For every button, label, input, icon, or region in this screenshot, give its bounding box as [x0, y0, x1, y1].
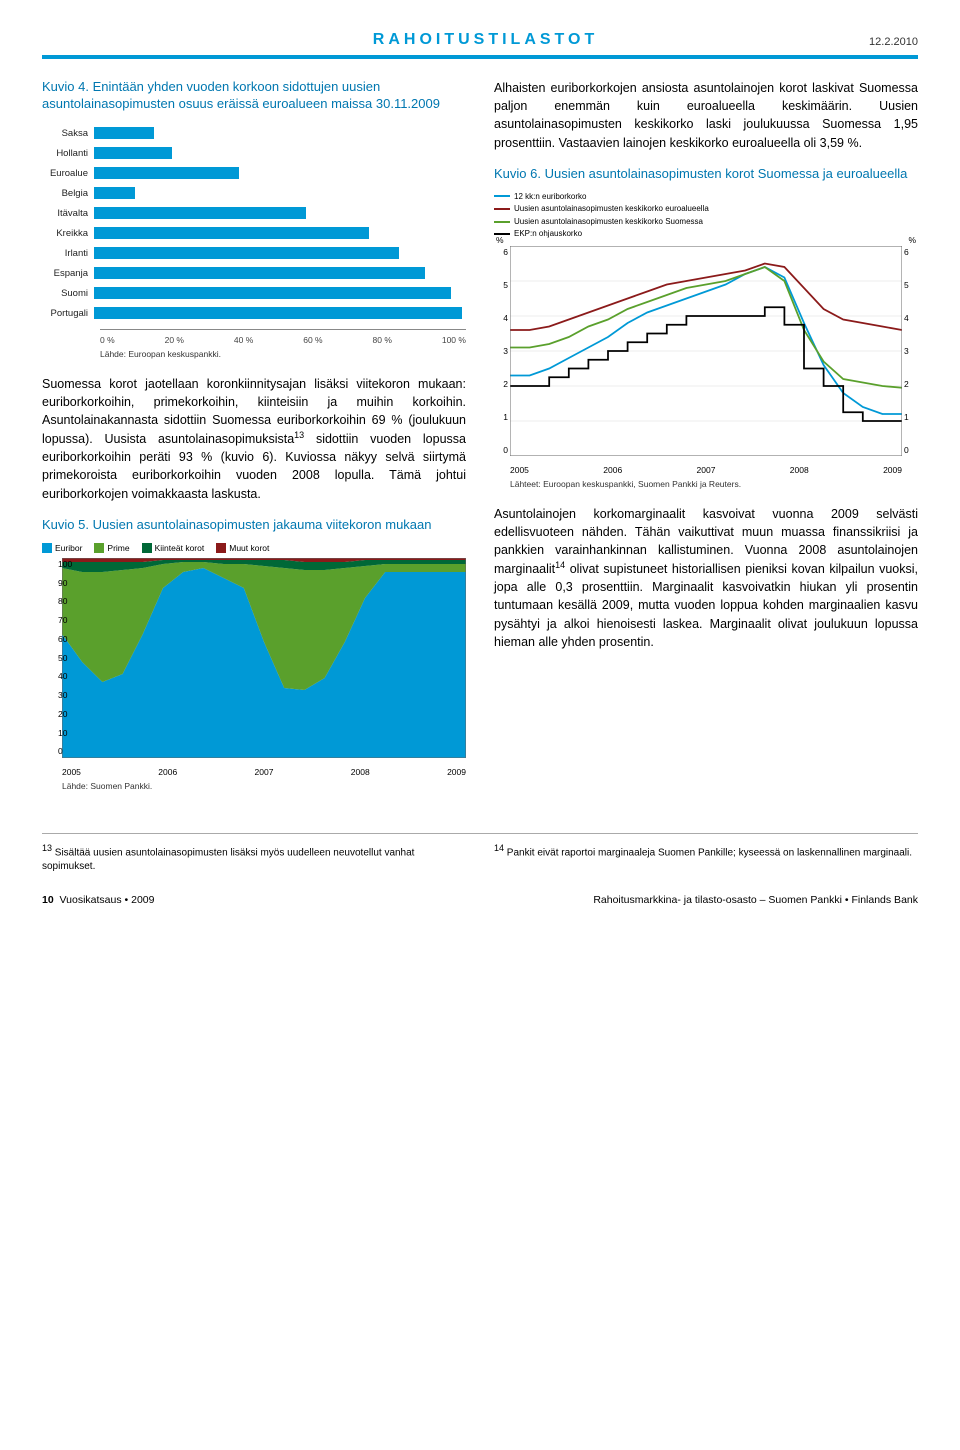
- legend-item: Uusien asuntolainasopimusten keskikorko …: [494, 216, 918, 228]
- hbar-row: Kreikka: [42, 225, 466, 242]
- hbar-row: Suomi: [42, 285, 466, 302]
- y-unit-right: %: [908, 234, 916, 246]
- page-title: RAHOITUSTILASTOT: [373, 28, 598, 51]
- kuvio5-chart: 1009080706050403020100 20052006200720082…: [62, 558, 466, 793]
- body-para-1: Suomessa korot jaotellaan koronkiinnitys…: [42, 375, 466, 503]
- y-unit-left: %: [496, 234, 504, 246]
- kuvio5-legend: Euribor Prime Kiinteät korot Muut korot: [42, 542, 466, 554]
- kuvio6-chart: % % 6543210 6543210 20052006200720082009…: [494, 246, 918, 491]
- hbar-row: Belgia: [42, 185, 466, 202]
- hbar-label: Irlanti: [42, 247, 94, 261]
- left-column: Kuvio 4. Enintään yhden vuoden korkoon s…: [42, 79, 466, 792]
- kuvio6-title: Kuvio 6. Uusien asuntolainasopimusten ko…: [494, 166, 918, 183]
- right-column: Alhaisten euriborkorkojen ansiosta asunt…: [494, 79, 918, 792]
- kuvio4-title: Kuvio 4. Enintään yhden vuoden korkoon s…: [42, 79, 466, 113]
- kuvio4-chart: Saksa Hollanti Euroalue Belgia Itävalta Kreik…: [42, 121, 466, 329]
- para-right-1: Alhaisten euriborkorkojen ansiosta asunt…: [494, 79, 918, 152]
- hbar-label: Suomi: [42, 287, 94, 301]
- para-2-b: olivat supistuneet historiallisen pienik…: [494, 562, 918, 649]
- footnote-13: 13 Sisältää uusien asuntolainasopimusten…: [42, 842, 466, 875]
- hbar-row: Euroalue: [42, 165, 466, 182]
- hbar-label: Saksa: [42, 127, 94, 141]
- hbar-label: Belgia: [42, 187, 94, 201]
- hbar-label: Portugali: [42, 307, 94, 321]
- fn-ref-13: 13: [294, 430, 304, 440]
- kuvio4-x-axis: 0 %20 %40 %60 %80 %100 %: [100, 329, 466, 346]
- hbar-label: Kreikka: [42, 227, 94, 241]
- kuvio4-source: Lähde: Euroopan keskuspankki.: [100, 348, 466, 360]
- kuvio5-title: Kuvio 5. Uusien asuntolainasopimusten ja…: [42, 517, 466, 534]
- kuvio6-source: Lähteet: Euroopan keskuspankki, Suomen P…: [510, 478, 902, 490]
- header: RAHOITUSTILASTOT 12.2.2010: [42, 28, 918, 59]
- legend-item: EKP:n ohjauskorko: [494, 228, 918, 240]
- hbar-row: Itävalta: [42, 205, 466, 222]
- hbar-row: Portugali: [42, 305, 466, 322]
- hbar-row: Saksa: [42, 125, 466, 142]
- hbar-label: Espanja: [42, 267, 94, 281]
- page-number: 10: [42, 894, 54, 906]
- kuvio5-source: Lähde: Suomen Pankki.: [62, 780, 466, 792]
- legend-item: Prime: [94, 542, 129, 554]
- hbar-row: Hollanti: [42, 145, 466, 162]
- hbar-label: Hollanti: [42, 147, 94, 161]
- footnote-14: 14 Pankit eivät raportoi marginaaleja Su…: [494, 842, 918, 875]
- hbar-label: Euroalue: [42, 167, 94, 181]
- para-right-2: Asuntolainojen korkomarginaalit kasvoiva…: [494, 505, 918, 651]
- hbar-row: Espanja: [42, 265, 466, 282]
- fn-ref-14: 14: [555, 560, 565, 570]
- footer-right: Rahoitusmarkkina- ja tilasto-osasto – Su…: [593, 893, 918, 908]
- hbar-label: Itävalta: [42, 207, 94, 221]
- hbar-row: Irlanti: [42, 245, 466, 262]
- kuvio6-legend: 12 kk:n euriborkorkoUusien asuntolainaso…: [494, 191, 918, 240]
- legend-item: Uusien asuntolainasopimusten keskikorko …: [494, 203, 918, 215]
- footer-left: Vuosikatsaus • 2009: [60, 894, 155, 906]
- legend-item: Euribor: [42, 542, 82, 554]
- footnotes: 13 Sisältää uusien asuntolainasopimusten…: [42, 833, 918, 875]
- legend-item: Kiinteät korot: [142, 542, 205, 554]
- footer: 10 Vuosikatsaus • 2009 Rahoitusmarkkina-…: [42, 893, 918, 908]
- header-date: 12.2.2010: [869, 35, 918, 51]
- legend-item: 12 kk:n euriborkorko: [494, 191, 918, 203]
- legend-item: Muut korot: [216, 542, 269, 554]
